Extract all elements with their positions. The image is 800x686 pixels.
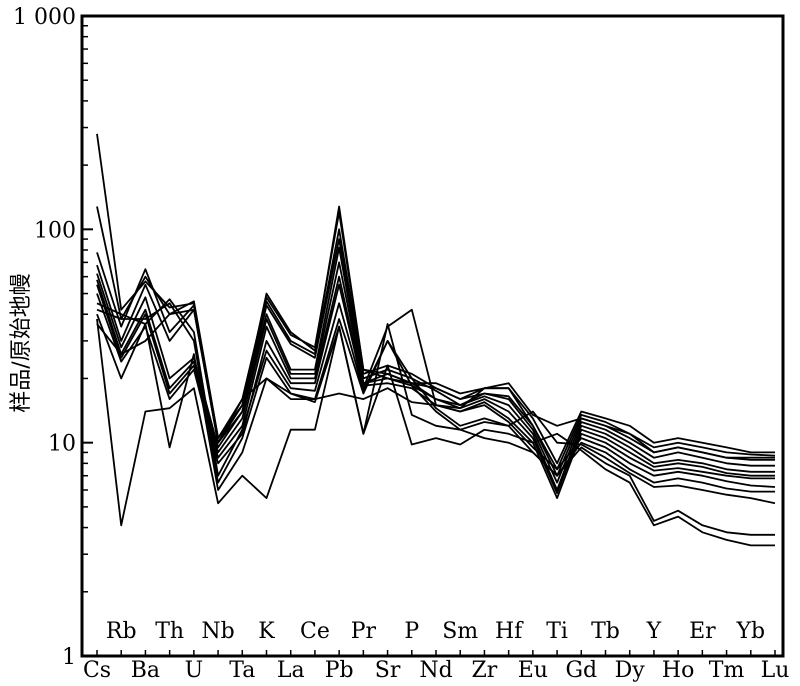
x-tick-label: Tm: [709, 658, 745, 683]
x-tick-label: P: [404, 619, 419, 644]
x-tick-label: Tb: [591, 619, 620, 644]
x-tick-label: Th: [155, 619, 184, 644]
x-tick-label: Rb: [106, 619, 137, 644]
x-tick-label: Zr: [472, 658, 498, 683]
y-tick-label: 1 000: [13, 5, 76, 30]
series-line-9: [96, 298, 775, 493]
x-tick-label: Ti: [546, 619, 568, 644]
series-line-11: [96, 313, 775, 536]
y-tick-label: 100: [34, 218, 76, 243]
y-ticks: 1 10 100 1 000: [13, 5, 93, 670]
x-tick-label: U: [185, 658, 204, 683]
x-tick-label: Er: [689, 619, 716, 644]
x-tick-label: Pr: [351, 619, 377, 644]
x-tick-label: Nd: [419, 658, 452, 683]
x-tick-label: Yb: [735, 619, 765, 644]
x-tick-label: Hf: [495, 619, 524, 644]
x-tick-label: Lu: [761, 658, 790, 683]
plot-frame: [80, 14, 785, 658]
x-tick-label: K: [258, 619, 275, 644]
x-tick-label: Ba: [131, 658, 160, 683]
series-line-13: [96, 308, 775, 459]
y-tick-label: 10: [48, 432, 76, 457]
x-tick-label: Y: [646, 619, 662, 644]
x-tick-label: Nb: [201, 619, 234, 644]
x-tick-label: Dy: [615, 658, 646, 683]
series-line-12: [96, 318, 775, 547]
x-tick-label: Eu: [518, 658, 548, 683]
y-axis-label: 样品/原始地幔: [9, 273, 34, 412]
x-tick-label: La: [277, 658, 305, 683]
x-tick-label: Ho: [662, 658, 694, 683]
series-line-10: [96, 302, 776, 505]
y-tick-label: 1: [62, 645, 76, 670]
x-tick-label: Pb: [325, 658, 354, 683]
x-tick-label: Ta: [229, 658, 255, 683]
series-layer: [96, 133, 776, 547]
x-tick-label: Sm: [442, 619, 478, 644]
x-ticks: Cs Ba U Ta La Pb Sr Nd Zr Eu Gd Dy Ho Tm Lu Rb Th Nb K Ce Pr…: [83, 619, 789, 683]
x-tick-label: Gd: [565, 658, 597, 683]
x-tick-label: Sr: [375, 658, 401, 683]
series-line-6: [96, 261, 775, 495]
x-tick-label: Ce: [300, 619, 330, 644]
x-tick-label: Cs: [83, 658, 111, 683]
